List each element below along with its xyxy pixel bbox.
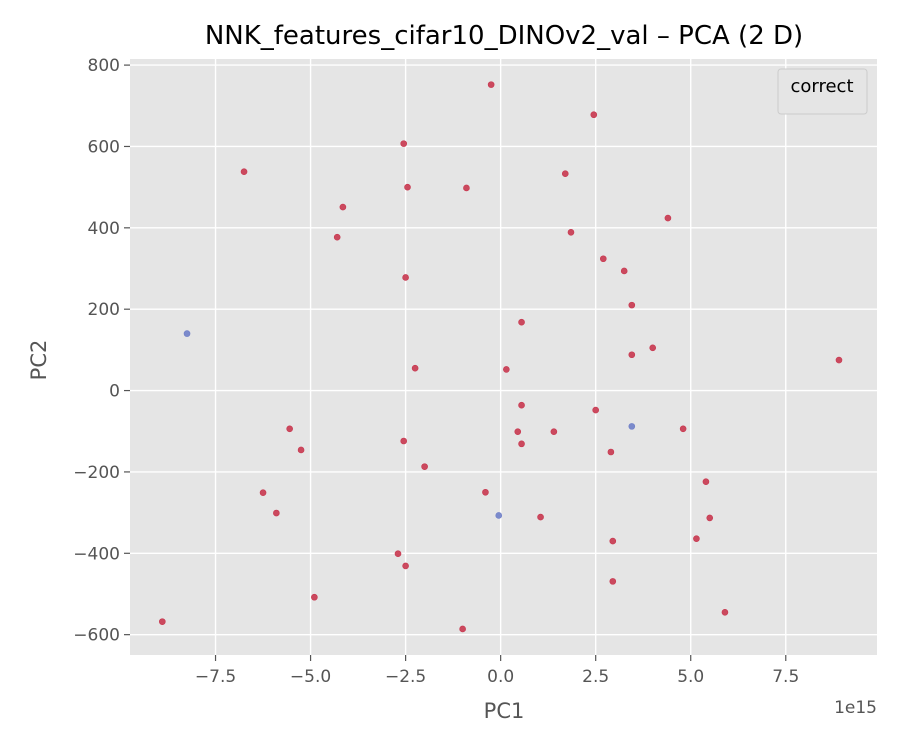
data-point — [693, 535, 700, 542]
legend: correct — [777, 68, 868, 115]
data-point — [628, 351, 636, 359]
data-point — [609, 537, 617, 545]
chart-title: NNK_features_cifar10_DINOv2_val – PCA (2… — [205, 21, 803, 51]
data-point — [297, 446, 305, 454]
data-point — [400, 437, 408, 445]
data-point — [721, 608, 729, 616]
x-axis-offset-label: 1e15 — [834, 698, 877, 718]
data-point — [649, 344, 657, 352]
data-point — [706, 514, 714, 522]
y-tick-label: −400 — [73, 544, 120, 564]
x-tick-label: 7.5 — [772, 667, 799, 687]
data-point — [463, 184, 470, 192]
x-axis-ticks: −7.5 −5.0 −2.5 0.0 2.5 5.0 7.5 — [195, 655, 799, 687]
x-tick-label: 2.5 — [582, 667, 609, 687]
x-tick-label: −7.5 — [195, 667, 236, 687]
data-point — [835, 356, 843, 364]
data-point — [411, 364, 419, 372]
data-point — [482, 488, 489, 496]
y-tick-label: 0 — [109, 382, 120, 402]
data-point — [609, 578, 617, 585]
data-point — [518, 401, 525, 409]
data-point — [400, 140, 408, 147]
data-point — [259, 489, 267, 496]
data-point — [679, 425, 687, 433]
data-point — [599, 255, 607, 263]
grid-lines — [130, 59, 877, 655]
x-axis-label: PC1 — [484, 699, 525, 723]
data-point — [159, 618, 166, 625]
x-tick-label: 0.0 — [487, 667, 514, 687]
data-point — [550, 428, 558, 435]
y-tick-label: −600 — [73, 626, 120, 646]
y-tick-label: 800 — [88, 56, 120, 76]
x-tick-label: −2.5 — [385, 667, 426, 687]
data-point — [240, 168, 248, 175]
data-point — [518, 440, 525, 448]
data-point — [402, 562, 409, 570]
data-point — [339, 203, 347, 211]
data-point — [628, 423, 636, 430]
y-tick-label: 600 — [88, 137, 120, 157]
data-point — [421, 463, 428, 470]
data-point — [402, 274, 409, 281]
data-point — [503, 366, 510, 373]
data-point — [567, 229, 575, 236]
y-axis-label: PC2 — [27, 340, 51, 381]
legend-title: correct — [790, 76, 853, 97]
data-point — [333, 233, 341, 241]
data-points — [159, 81, 843, 633]
y-tick-label: −200 — [73, 463, 120, 483]
data-point — [487, 81, 495, 88]
data-point — [273, 509, 280, 517]
legend-box — [777, 68, 868, 115]
y-axis-ticks: −600 −400 −200 0 200 400 600 800 — [73, 56, 130, 646]
data-point — [592, 406, 599, 414]
x-tick-label: −5.0 — [290, 667, 331, 687]
data-point — [459, 625, 466, 633]
data-point — [183, 330, 191, 337]
data-point — [702, 478, 710, 485]
data-point — [664, 214, 672, 222]
x-tick-label: 5.0 — [677, 667, 704, 687]
data-point — [514, 428, 522, 435]
data-point — [628, 301, 636, 309]
data-point — [394, 550, 402, 558]
data-point — [286, 425, 293, 433]
y-tick-label: 400 — [88, 219, 120, 239]
data-point — [495, 512, 503, 519]
data-point — [311, 593, 318, 601]
data-point — [518, 318, 525, 326]
data-point — [404, 183, 411, 191]
data-point — [607, 448, 615, 456]
data-point — [590, 111, 598, 119]
data-point — [620, 267, 628, 275]
y-tick-label: 200 — [88, 300, 120, 320]
plot-area — [130, 59, 877, 655]
data-point — [537, 513, 544, 521]
data-point — [561, 170, 569, 178]
